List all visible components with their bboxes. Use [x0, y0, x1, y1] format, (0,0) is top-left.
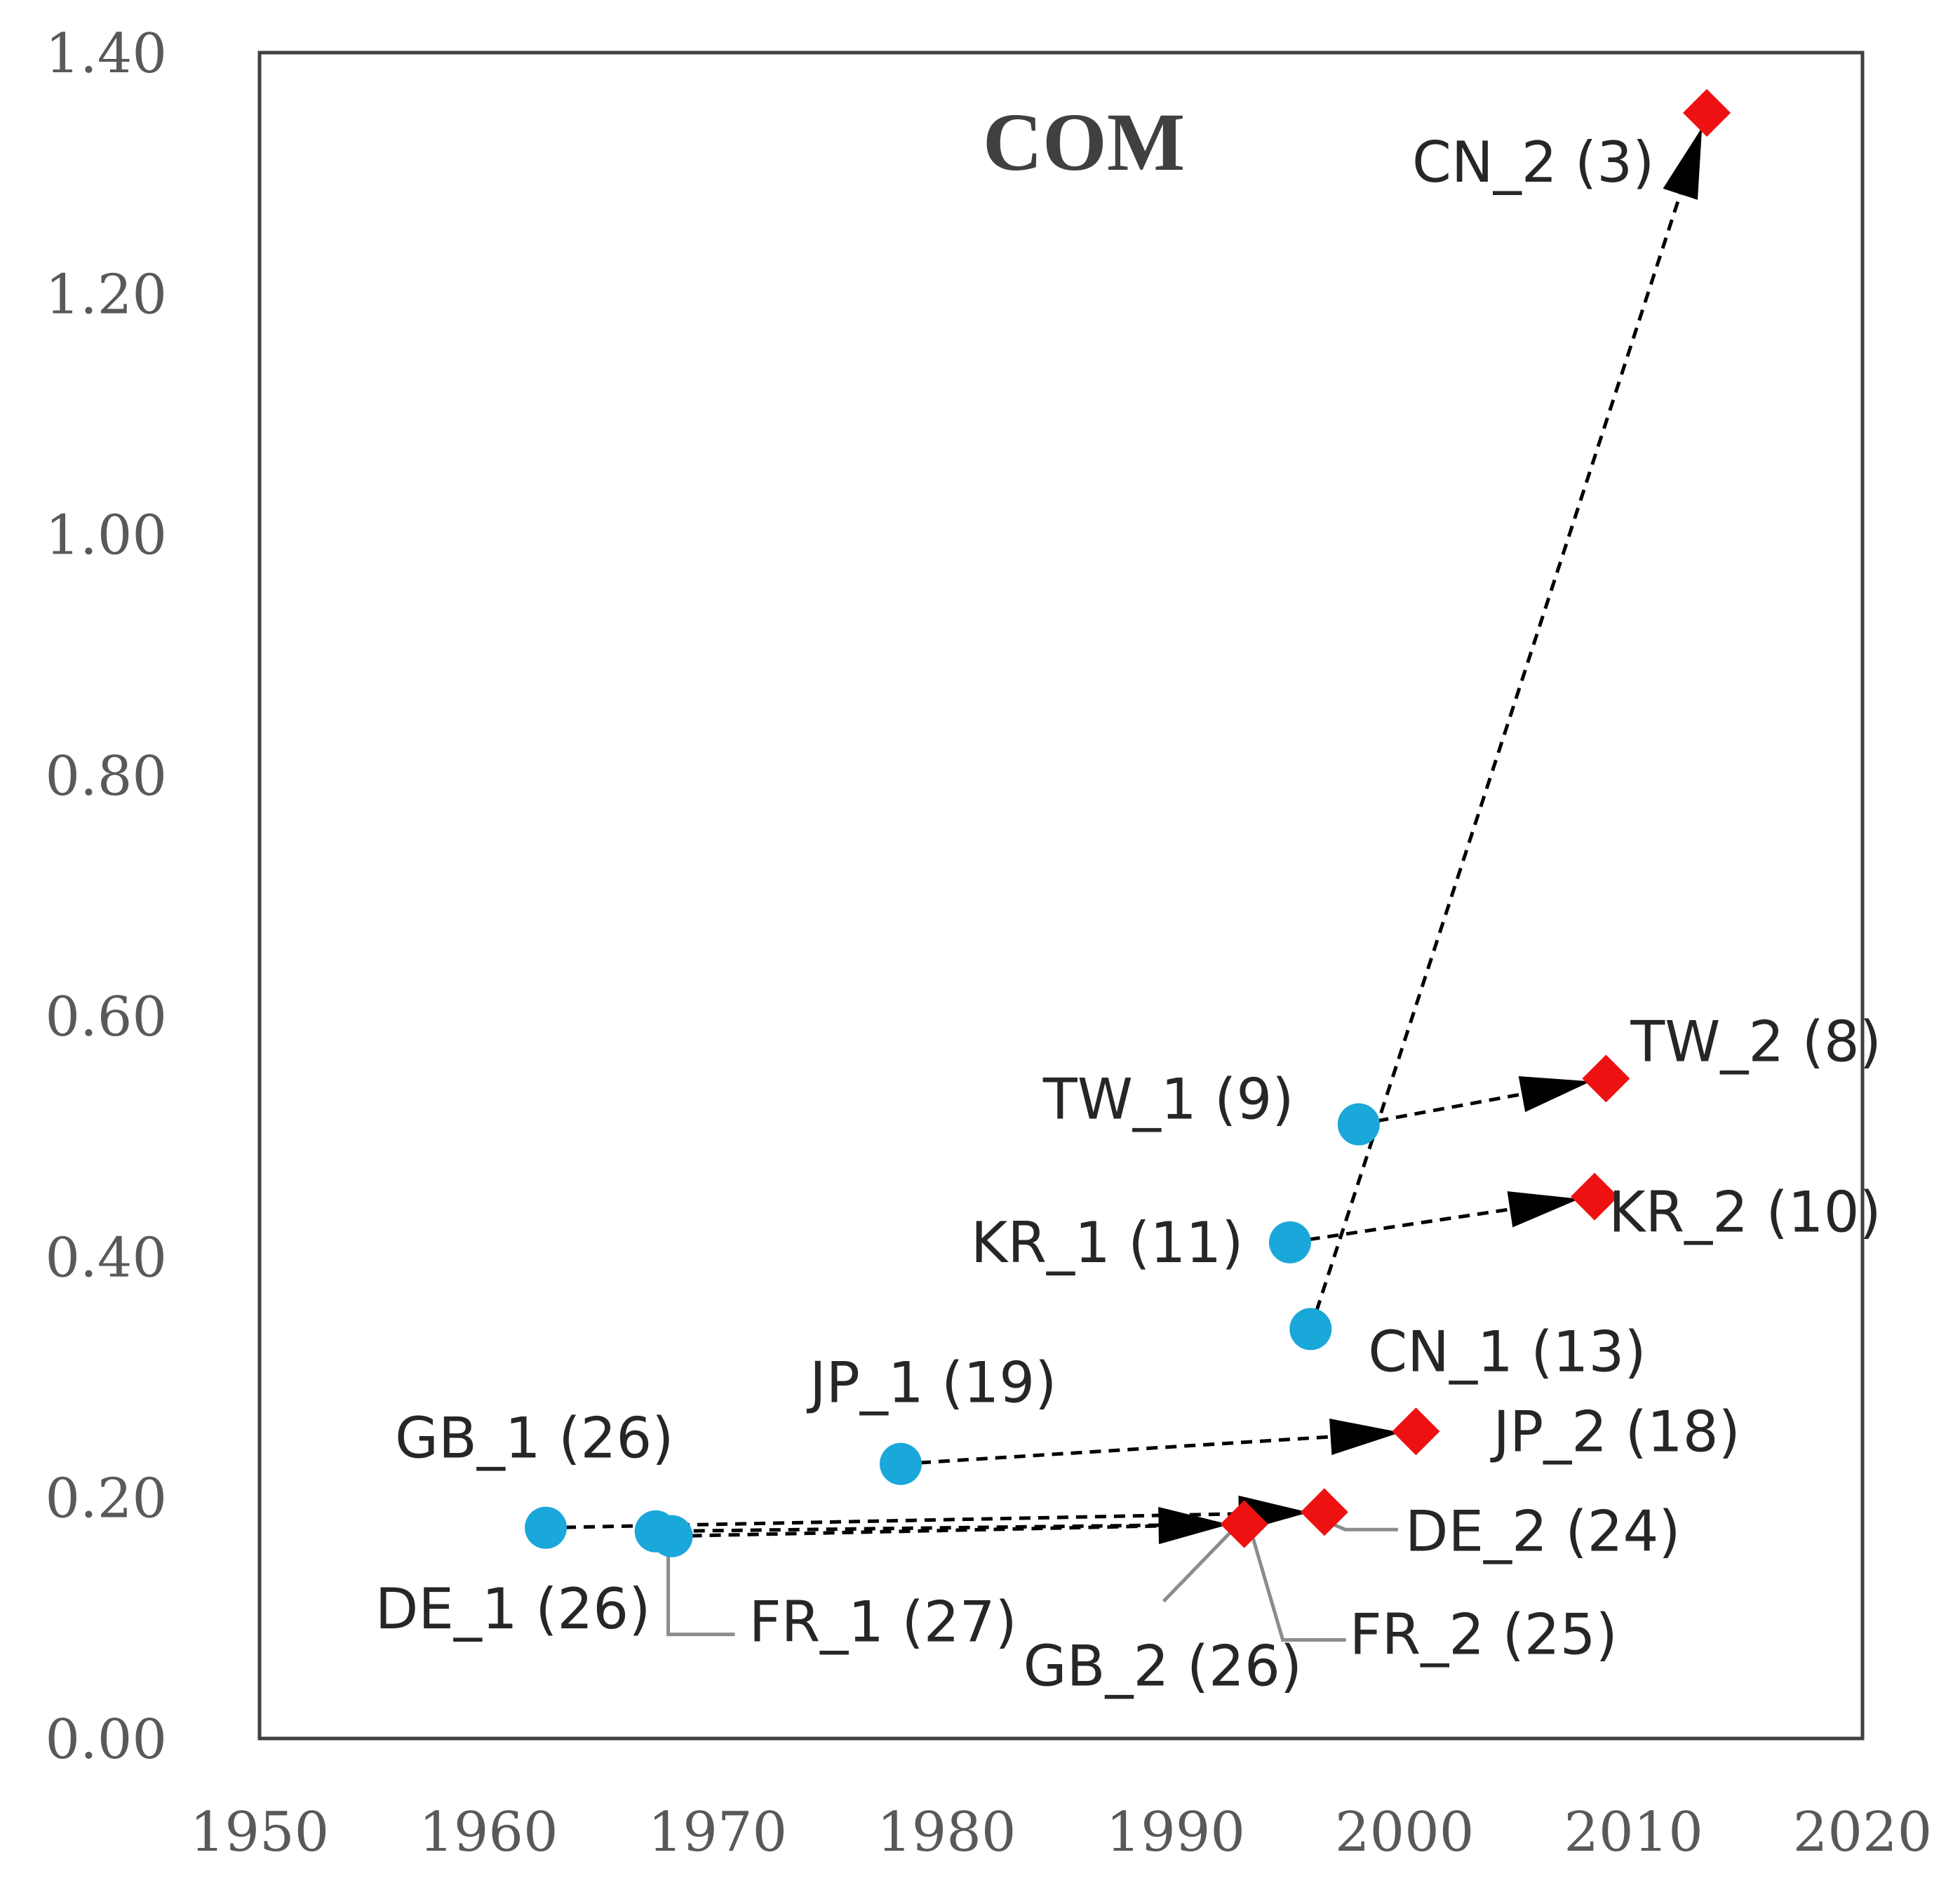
x-tick-label: 2020: [1793, 1801, 1933, 1864]
trajectory-line: [1308, 167, 1691, 1330]
point-label-gb-1: GB_1 (26): [395, 1406, 673, 1471]
y-tick-label: 0.40: [45, 1226, 167, 1289]
x-axis-ticks: 1950 1960 1970 1980 1990 2000 2010 2020: [190, 1801, 1933, 1864]
y-tick-label: 0.60: [45, 986, 167, 1049]
marker-fr-2: [1220, 1500, 1268, 1548]
marker-tw-1: [1337, 1103, 1380, 1146]
marker-jp-2: [1392, 1407, 1440, 1456]
x-tick-label: 1970: [648, 1801, 788, 1864]
trajectory-line: [1358, 1087, 1550, 1127]
y-tick-label: 0.80: [45, 745, 167, 808]
marker-cn-2: [1683, 88, 1731, 137]
x-tick-label: 1980: [877, 1801, 1016, 1864]
point-label-kr-2: KR_2 (10): [1609, 1180, 1881, 1245]
leader-line: [1162, 1531, 1232, 1603]
marker-tw-2: [1582, 1054, 1630, 1103]
leader-line: [1251, 1536, 1346, 1642]
x-tick-label: 1950: [190, 1801, 330, 1864]
trajectory-arrowhead: [1518, 1076, 1591, 1113]
chart-title: COM: [983, 96, 1185, 188]
marker-fr-1: [650, 1515, 693, 1557]
point-label-de-2: DE_2 (24): [1405, 1499, 1681, 1564]
marker-cn-1: [1289, 1308, 1332, 1351]
trajectory-arrows: [545, 127, 1703, 1545]
trajectory-arrowhead: [1507, 1191, 1580, 1228]
point-labels: GB_1 (26) DE_1 (26) FR_1 (27) JP_1 (19) CN_1…: [375, 130, 1881, 1699]
trajectory-line: [900, 1433, 1359, 1466]
y-tick-label: 0.20: [45, 1468, 167, 1531]
data-markers: [525, 88, 1731, 1557]
x-tick-label: 1960: [419, 1801, 558, 1864]
point-label-jp-2: JP_2 (18): [1489, 1399, 1740, 1464]
y-tick-label: 1.20: [45, 263, 167, 326]
point-label-de-1: DE_1 (26): [375, 1576, 651, 1642]
x-tick-label: 2010: [1564, 1801, 1703, 1864]
trajectory-arrowhead: [1158, 1508, 1229, 1545]
point-label-fr-1: FR_1 (27): [749, 1590, 1017, 1655]
x-tick-label: 2000: [1335, 1801, 1475, 1864]
y-tick-label: 1.40: [45, 22, 167, 86]
y-tick-label: 1.00: [45, 504, 167, 568]
x-tick-label: 1990: [1106, 1801, 1245, 1864]
point-label-kr-1: KR_1 (11): [971, 1210, 1244, 1275]
trajectory-arrowhead: [1329, 1419, 1401, 1455]
point-label-jp-1: JP_1 (19): [806, 1351, 1056, 1416]
leader-line: [666, 1550, 735, 1637]
point-label-tw-1: TW_1 (9): [1042, 1067, 1294, 1132]
y-axis-ticks: 0.00 0.20 0.40 0.60 0.80 1.00 1.20 1.40: [45, 22, 167, 1771]
trajectory-arrowhead: [1663, 127, 1703, 200]
y-tick-label: 0.00: [45, 1708, 167, 1771]
point-label-tw-2: TW_2 (8): [1630, 1009, 1881, 1074]
point-label-fr-2: FR_2 (25): [1350, 1602, 1618, 1667]
marker-kr-2: [1571, 1172, 1619, 1221]
point-label-cn-1: CN_1 (13): [1368, 1319, 1646, 1384]
point-label-cn-2: CN_2 (3): [1412, 130, 1654, 195]
marker-jp-1: [880, 1442, 922, 1485]
point-label-gb-2: GB_2 (26): [1023, 1633, 1302, 1698]
marker-kr-1: [1268, 1221, 1311, 1264]
trajectory-line: [1289, 1203, 1538, 1245]
marker-gb-1: [525, 1506, 568, 1549]
plot-frame: [257, 51, 1865, 1741]
marker-de-2: [1300, 1488, 1348, 1536]
trajectory-line: [671, 1523, 1187, 1539]
